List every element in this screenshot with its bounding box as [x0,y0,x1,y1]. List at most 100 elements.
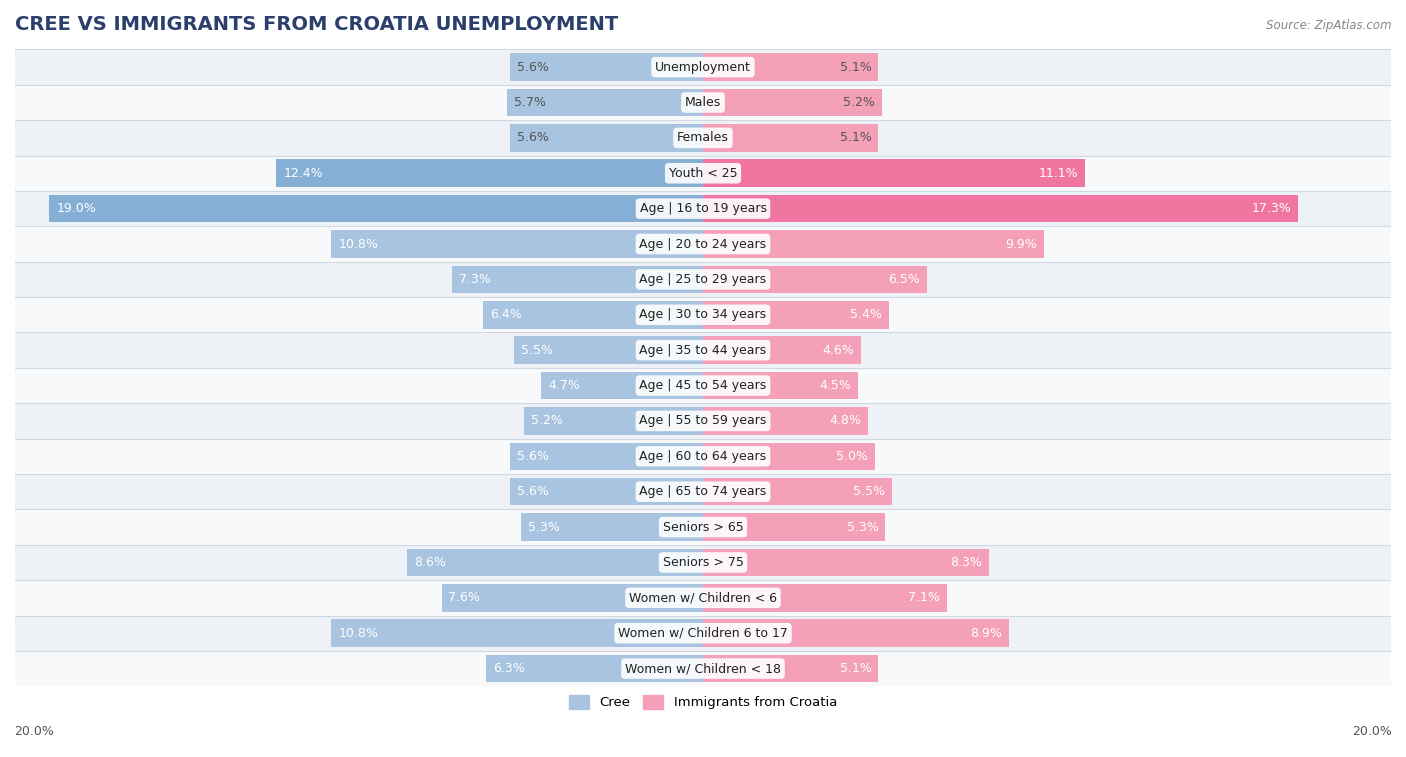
Bar [703,195,1298,223]
Bar [703,372,858,400]
Text: 9.9%: 9.9% [1005,238,1036,251]
Text: 5.3%: 5.3% [846,521,879,534]
Text: 11.1%: 11.1% [1039,167,1078,179]
Bar [15,262,1391,297]
Bar [703,53,879,81]
Bar [15,297,1391,332]
Text: 7.6%: 7.6% [449,591,481,604]
Bar [513,336,703,364]
Text: Age | 30 to 34 years: Age | 30 to 34 years [640,308,766,321]
Text: 5.6%: 5.6% [517,485,550,498]
Bar [15,49,1391,85]
Bar [15,580,1391,615]
Bar [541,372,703,400]
Bar [703,407,868,435]
Text: Seniors > 65: Seniors > 65 [662,521,744,534]
Text: 5.6%: 5.6% [517,450,550,463]
Text: CREE VS IMMIGRANTS FROM CROATIA UNEMPLOYMENT: CREE VS IMMIGRANTS FROM CROATIA UNEMPLOY… [15,15,619,34]
Text: 19.0%: 19.0% [56,202,96,215]
Text: 7.1%: 7.1% [908,591,941,604]
Bar [508,89,703,117]
Bar [441,584,703,612]
Bar [703,549,988,576]
Text: 5.6%: 5.6% [517,132,550,145]
Text: 7.3%: 7.3% [458,273,491,286]
Text: Seniors > 75: Seniors > 75 [662,556,744,569]
Text: 5.0%: 5.0% [837,450,868,463]
Bar [15,120,1391,156]
Text: 10.8%: 10.8% [339,238,378,251]
Text: 6.4%: 6.4% [489,308,522,321]
Text: 5.1%: 5.1% [839,61,872,73]
Bar [703,513,886,540]
Bar [703,89,882,117]
Text: Males: Males [685,96,721,109]
Bar [15,438,1391,474]
Text: 20.0%: 20.0% [14,725,53,738]
Text: Age | 60 to 64 years: Age | 60 to 64 years [640,450,766,463]
Text: Age | 25 to 29 years: Age | 25 to 29 years [640,273,766,286]
Bar [15,403,1391,438]
Bar [451,266,703,293]
Text: 6.3%: 6.3% [494,662,524,675]
Bar [703,584,948,612]
Bar [332,619,703,647]
Text: Age | 20 to 24 years: Age | 20 to 24 years [640,238,766,251]
Bar [486,655,703,682]
Text: 5.3%: 5.3% [527,521,560,534]
Text: 5.2%: 5.2% [844,96,875,109]
Bar [15,368,1391,403]
Text: 4.5%: 4.5% [820,379,851,392]
Bar [510,53,703,81]
Text: 8.9%: 8.9% [970,627,1002,640]
Bar [15,191,1391,226]
Bar [15,332,1391,368]
Text: Women w/ Children 6 to 17: Women w/ Children 6 to 17 [619,627,787,640]
Text: Age | 45 to 54 years: Age | 45 to 54 years [640,379,766,392]
Bar [703,336,862,364]
Text: 4.8%: 4.8% [830,414,862,428]
Text: Youth < 25: Youth < 25 [669,167,737,179]
Text: Females: Females [678,132,728,145]
Text: 20.0%: 20.0% [1353,725,1392,738]
Bar [703,619,1010,647]
Text: Unemployment: Unemployment [655,61,751,73]
Bar [510,443,703,470]
Text: 5.1%: 5.1% [839,662,872,675]
Text: 4.7%: 4.7% [548,379,581,392]
Bar [703,655,879,682]
Bar [482,301,703,329]
Bar [703,443,875,470]
Bar [524,407,703,435]
Bar [15,226,1391,262]
Text: 12.4%: 12.4% [284,167,323,179]
Text: Age | 35 to 44 years: Age | 35 to 44 years [640,344,766,357]
Bar [703,160,1085,187]
Text: 10.8%: 10.8% [339,627,378,640]
Text: 5.5%: 5.5% [520,344,553,357]
Bar [510,124,703,151]
Bar [703,478,893,506]
Bar [332,230,703,258]
Text: 5.2%: 5.2% [531,414,562,428]
Bar [15,156,1391,191]
Text: Age | 55 to 59 years: Age | 55 to 59 years [640,414,766,428]
Bar [15,615,1391,651]
Bar [15,545,1391,580]
Bar [703,124,879,151]
Text: Age | 16 to 19 years: Age | 16 to 19 years [640,202,766,215]
Text: 6.5%: 6.5% [887,273,920,286]
Bar [15,509,1391,545]
Text: 5.6%: 5.6% [517,61,550,73]
Text: 8.3%: 8.3% [950,556,981,569]
Bar [277,160,703,187]
Bar [15,85,1391,120]
Text: 8.6%: 8.6% [413,556,446,569]
Bar [703,266,927,293]
Text: Women w/ Children < 18: Women w/ Children < 18 [626,662,780,675]
Text: 4.6%: 4.6% [823,344,855,357]
Text: 5.4%: 5.4% [851,308,882,321]
Bar [703,230,1043,258]
Text: 5.7%: 5.7% [513,96,546,109]
Bar [408,549,703,576]
